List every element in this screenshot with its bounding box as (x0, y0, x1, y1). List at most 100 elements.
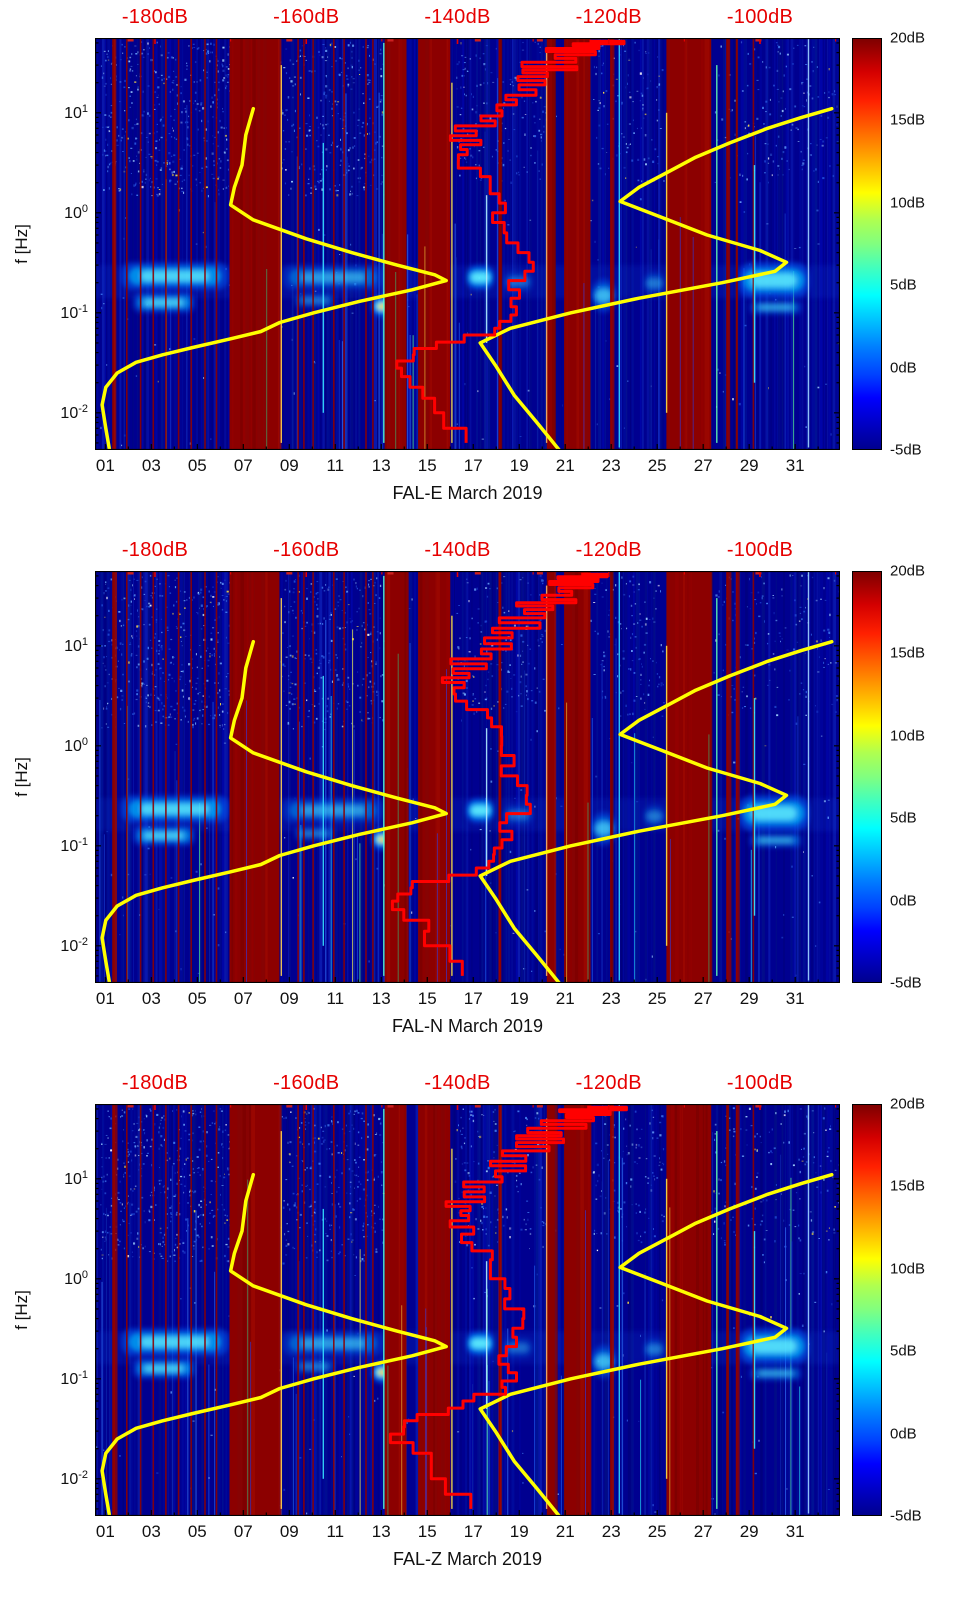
x-tick-label: 25 (647, 1522, 667, 1541)
x-tick-label: 21 (555, 989, 575, 1008)
x-tick-label: 31 (785, 456, 805, 475)
x-tick-label: 31 (785, 1522, 805, 1541)
colorbar-tick-label: 0dB (890, 892, 917, 910)
y-tick-label: 100 (64, 735, 88, 755)
y-axis-title: f [Hz] (12, 224, 31, 264)
colorbar-tick-label: 10dB (890, 194, 926, 212)
top-db-label: -140dB (424, 539, 491, 561)
colorbar-tick-label: 20dB (890, 29, 926, 47)
panel-title-fal-z: FAL-Z March 2019 (392, 1549, 543, 1569)
colorbar-tick-label: 15dB (890, 111, 926, 129)
colorbar (852, 38, 882, 450)
spectrogram-plot-fal-z (95, 1104, 840, 1516)
colorbar-tick-label: 20dB (890, 1095, 926, 1113)
y-tick-label: 10-2 (60, 935, 88, 955)
x-tick-label: 19 (509, 456, 529, 475)
panel-fal-z: -180dB -160dB -140dB -120dB -100dB f [Hz] 10… (0, 1066, 962, 1599)
colorbar-tick-label: 10dB (890, 727, 926, 745)
y-tick-label: 101 (64, 635, 88, 655)
y-tick-label: 100 (64, 1268, 88, 1288)
y-axis-title: f [Hz] (12, 757, 31, 797)
y-tick-label: 100 (64, 202, 88, 222)
top-db-label: -140dB (424, 6, 491, 28)
y-tick-label: 101 (64, 102, 88, 122)
x-tick-label: 03 (141, 456, 161, 475)
colorbar-tick-label: -5dB (890, 1507, 922, 1525)
top-db-label: -180dB (121, 1072, 189, 1094)
x-tick-label: 05 (187, 1522, 207, 1541)
x-tick-label: 05 (187, 456, 207, 475)
x-tick-label: 03 (141, 989, 161, 1008)
panel-fal-e: -180dB -160dB -140dB -120dB -100dB f [Hz] 10… (0, 0, 962, 533)
colorbar-tick-label: 15dB (890, 1177, 926, 1195)
x-tick-label: 23 (601, 989, 621, 1008)
x-tick-label: 09 (279, 456, 299, 475)
x-tick-label: 27 (693, 1522, 713, 1541)
x-tick-label: 01 (95, 456, 115, 475)
x-tick-label: 09 (279, 1522, 299, 1541)
x-tick-label: 17 (463, 456, 483, 475)
x-tick-label: 15 (417, 456, 437, 475)
colorbar-tick-label: 5dB (890, 1342, 917, 1360)
x-tick-label: 27 (693, 989, 713, 1008)
x-tick-label: 31 (785, 989, 805, 1008)
colorbar-tick-label: 0dB (890, 1425, 917, 1443)
top-db-label: -160dB (273, 6, 340, 28)
x-tick-label: 07 (233, 456, 253, 475)
x-tick-label: 21 (555, 456, 575, 475)
top-db-label: -100dB (726, 539, 794, 561)
x-tick-label: 29 (739, 989, 759, 1008)
top-db-label: -160dB (273, 1072, 340, 1094)
panel-title-fal-n: FAL-N March 2019 (391, 1016, 544, 1036)
top-db-label: -160dB (273, 539, 340, 561)
y-tick-label: 10-1 (60, 1368, 88, 1388)
top-db-label: -140dB (424, 1072, 491, 1094)
top-db-label: -100dB (726, 1072, 794, 1094)
x-tick-label: 11 (326, 1522, 345, 1541)
y-tick-label: 101 (64, 1168, 88, 1188)
x-tick-label: 25 (647, 456, 667, 475)
x-tick-label: 19 (509, 1522, 529, 1541)
x-tick-label: 17 (463, 1522, 483, 1541)
x-tick-label: 29 (739, 456, 759, 475)
x-tick-label: 29 (739, 1522, 759, 1541)
colorbar-tick-label: 15dB (890, 644, 926, 662)
top-db-label: -180dB (121, 6, 189, 28)
x-tick-label: 09 (279, 989, 299, 1008)
x-tick-label: 21 (555, 1522, 575, 1541)
x-tick-label: 25 (647, 989, 667, 1008)
x-tick-label: 17 (463, 989, 483, 1008)
x-tick-label: 23 (601, 1522, 621, 1541)
panel-fal-n: -180dB -160dB -140dB -120dB -100dB f [Hz] 10… (0, 533, 962, 1066)
colorbar-tick-label: 5dB (890, 809, 917, 827)
x-tick-label: 07 (233, 989, 253, 1008)
y-tick-label: 10-2 (60, 1468, 88, 1488)
colorbar-tick-label: 10dB (890, 1260, 926, 1278)
x-tick-label: 13 (371, 989, 391, 1008)
x-tick-label: 07 (233, 1522, 253, 1541)
y-tick-label: 10-2 (60, 402, 88, 422)
y-axis-title: f [Hz] (12, 1290, 31, 1330)
colorbar-tick-label: 20dB (890, 562, 926, 580)
x-tick-label: 01 (95, 1522, 115, 1541)
x-tick-label: 23 (601, 456, 621, 475)
colorbar-tick-label: 5dB (890, 276, 917, 294)
y-tick-label: 10-1 (60, 302, 88, 322)
x-tick-label: 15 (417, 1522, 437, 1541)
colorbar (852, 1104, 882, 1516)
y-tick-label: 10-1 (60, 835, 88, 855)
top-db-label: -100dB (726, 6, 794, 28)
top-db-label: -120dB (575, 6, 642, 28)
colorbar (852, 571, 882, 983)
top-db-label: -120dB (575, 1072, 642, 1094)
x-tick-label: 27 (693, 456, 713, 475)
x-tick-label: 19 (509, 989, 529, 1008)
panel-title-fal-e: FAL-E March 2019 (392, 483, 543, 503)
x-tick-label: 13 (371, 1522, 391, 1541)
spectrogram-plot-fal-e (95, 38, 840, 450)
colorbar-tick-label: 0dB (890, 359, 917, 377)
x-tick-label: 11 (326, 456, 345, 475)
x-tick-label: 03 (141, 1522, 161, 1541)
top-db-label: -180dB (121, 539, 189, 561)
colorbar-tick-label: -5dB (890, 974, 922, 992)
